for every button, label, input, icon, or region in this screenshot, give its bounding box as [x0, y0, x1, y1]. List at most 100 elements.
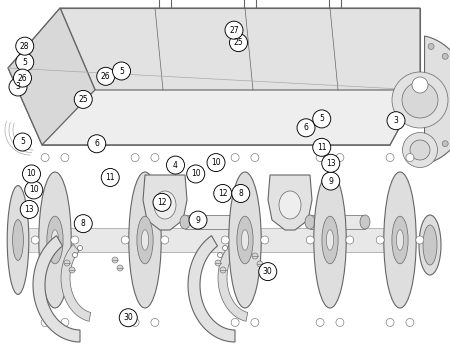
Text: 8: 8	[238, 189, 243, 198]
Bar	[55, 228, 145, 252]
Text: 5: 5	[320, 114, 324, 124]
Ellipse shape	[50, 228, 59, 252]
Text: 12: 12	[157, 198, 167, 207]
Ellipse shape	[39, 172, 71, 308]
Circle shape	[64, 260, 70, 266]
Polygon shape	[268, 175, 312, 230]
Circle shape	[336, 318, 344, 327]
Circle shape	[306, 236, 314, 244]
Text: 3: 3	[394, 116, 398, 125]
Text: 25: 25	[78, 95, 88, 104]
Ellipse shape	[237, 216, 253, 264]
Circle shape	[313, 110, 331, 128]
Circle shape	[77, 246, 82, 251]
Circle shape	[117, 265, 123, 271]
Circle shape	[16, 37, 34, 55]
Bar	[330, 228, 400, 252]
Text: 13: 13	[326, 159, 336, 168]
Ellipse shape	[402, 132, 437, 168]
Circle shape	[402, 82, 438, 118]
Ellipse shape	[129, 172, 161, 308]
Ellipse shape	[137, 216, 153, 264]
Circle shape	[387, 112, 405, 130]
Text: 28: 28	[20, 42, 30, 51]
Polygon shape	[424, 36, 450, 164]
Text: 26: 26	[18, 73, 27, 83]
Ellipse shape	[141, 230, 149, 250]
Circle shape	[232, 185, 250, 202]
Circle shape	[112, 62, 130, 80]
Ellipse shape	[240, 215, 250, 229]
Circle shape	[214, 185, 232, 202]
Text: 11: 11	[317, 143, 327, 152]
Circle shape	[221, 236, 229, 244]
Circle shape	[428, 43, 434, 49]
Circle shape	[112, 257, 118, 263]
Circle shape	[406, 318, 414, 327]
Circle shape	[151, 154, 159, 162]
Text: 30: 30	[123, 313, 133, 322]
Circle shape	[215, 260, 221, 266]
Circle shape	[297, 119, 315, 137]
Circle shape	[376, 236, 384, 244]
Circle shape	[406, 154, 414, 162]
Ellipse shape	[396, 230, 404, 250]
Text: 30: 30	[263, 267, 273, 276]
Circle shape	[14, 69, 32, 87]
Circle shape	[442, 53, 448, 59]
Text: 6: 6	[304, 123, 308, 132]
Text: 4: 4	[173, 160, 178, 170]
Polygon shape	[42, 90, 420, 145]
Circle shape	[187, 165, 205, 183]
Ellipse shape	[314, 172, 346, 308]
Circle shape	[14, 133, 32, 151]
Circle shape	[88, 135, 106, 153]
Text: 10: 10	[191, 169, 201, 179]
Circle shape	[217, 252, 222, 257]
Text: 10: 10	[29, 185, 39, 195]
Bar	[145, 228, 245, 252]
Ellipse shape	[180, 215, 190, 229]
Circle shape	[41, 318, 49, 327]
Circle shape	[61, 318, 69, 327]
Circle shape	[336, 154, 344, 162]
Circle shape	[313, 138, 331, 156]
Ellipse shape	[326, 230, 333, 250]
Ellipse shape	[229, 172, 261, 308]
Circle shape	[153, 193, 171, 211]
Circle shape	[131, 318, 139, 327]
Circle shape	[207, 154, 225, 171]
Ellipse shape	[140, 228, 149, 252]
Text: 9: 9	[196, 215, 200, 225]
Ellipse shape	[392, 216, 408, 264]
Circle shape	[316, 154, 324, 162]
Circle shape	[222, 246, 228, 251]
Circle shape	[252, 253, 258, 259]
Text: 5: 5	[119, 66, 124, 76]
Circle shape	[386, 318, 394, 327]
Ellipse shape	[51, 230, 59, 250]
Bar	[310, 215, 365, 229]
Polygon shape	[60, 8, 420, 90]
Text: 10: 10	[27, 169, 36, 179]
Circle shape	[189, 211, 207, 229]
Text: 5: 5	[22, 58, 27, 67]
Text: 27: 27	[229, 26, 239, 35]
Circle shape	[151, 318, 159, 327]
Text: 13: 13	[24, 205, 34, 214]
Text: 8: 8	[81, 219, 86, 228]
Text: 10: 10	[211, 158, 221, 167]
Circle shape	[25, 181, 43, 199]
Ellipse shape	[396, 228, 405, 252]
Circle shape	[131, 154, 139, 162]
Circle shape	[74, 215, 92, 233]
Circle shape	[428, 151, 434, 157]
Circle shape	[166, 156, 184, 174]
Text: 26: 26	[101, 72, 111, 81]
Circle shape	[20, 201, 38, 218]
Ellipse shape	[322, 216, 338, 264]
Text: 5: 5	[20, 137, 25, 147]
Text: 6: 6	[94, 139, 99, 148]
Text: 9: 9	[328, 176, 333, 186]
Circle shape	[257, 261, 263, 267]
